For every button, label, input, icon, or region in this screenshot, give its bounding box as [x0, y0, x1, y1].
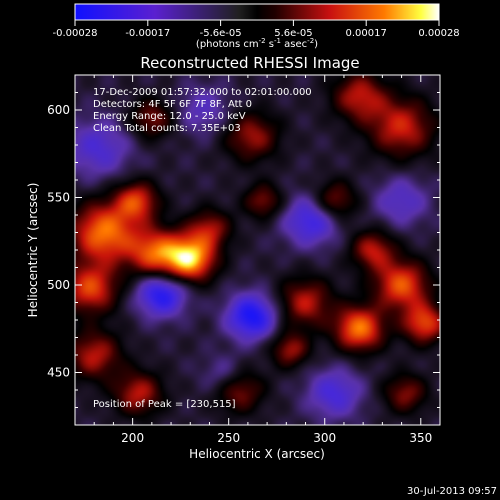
colorbar-tick-label: -0.00028	[53, 28, 98, 39]
heatmap-raster	[75, 75, 440, 425]
x-tick-label: 350	[409, 431, 432, 445]
info-line: Energy Range: 12.0 - 25.0 keV	[93, 111, 246, 122]
y-axis: 450 500 550 600	[47, 74, 440, 408]
x-axis: 200 250 300 350	[74, 75, 441, 445]
colorbar-gradient	[74, 3, 440, 21]
heatmap-image	[75, 75, 440, 425]
y-axis-label: Heliocentric Y (arcsec)	[26, 183, 40, 318]
info-line: Clean Total counts: 7.35E+03	[93, 123, 241, 134]
colorbar-unit-label: (photons cm-2 s-1 asec-2)	[196, 37, 318, 50]
peak-position-label: Position of Peak = [230,515]	[93, 399, 236, 410]
colorbar-tick-label: -0.00017	[125, 28, 170, 39]
info-line: Detectors: 4F 5F 6F 7F 8F, Att 0	[93, 99, 252, 110]
x-axis-label: Heliocentric X (arcsec)	[189, 447, 325, 461]
colorbar-tick-label: -5.6e-05	[200, 28, 242, 39]
y-tick-label: 550	[47, 191, 70, 205]
colorbar-tick-label: 5.6e-05	[274, 28, 312, 39]
info-line: 17-Dec-2009 01:57:32.000 to 02:01:00.000	[93, 87, 312, 98]
chart-title: Reconstructed RHESSI Image	[140, 54, 359, 72]
x-tick-label: 200	[121, 431, 144, 445]
colorbar: -0.00028 -0.00017 -5.6e-05 5.6e-05 0.00017 0.…	[53, 3, 460, 50]
y-tick-label: 500	[47, 278, 70, 292]
colorbar-ticks: -0.00028 -0.00017 -5.6e-05 5.6e-05 0.00017 0.…	[53, 20, 460, 39]
x-tick-label: 250	[217, 431, 240, 445]
colorbar-tick-label: 0.00028	[418, 28, 459, 39]
x-tick-label: 300	[313, 431, 336, 445]
y-tick-label: 450	[47, 366, 70, 380]
y-tick-label: 600	[47, 103, 70, 117]
colorbar-tick-label: 0.00017	[346, 28, 387, 39]
info-text-block: 17-Dec-2009 01:57:32.000 to 02:01:00.000…	[93, 87, 312, 134]
footer-timestamp: 30-Jul-2013 09:57	[407, 486, 497, 497]
